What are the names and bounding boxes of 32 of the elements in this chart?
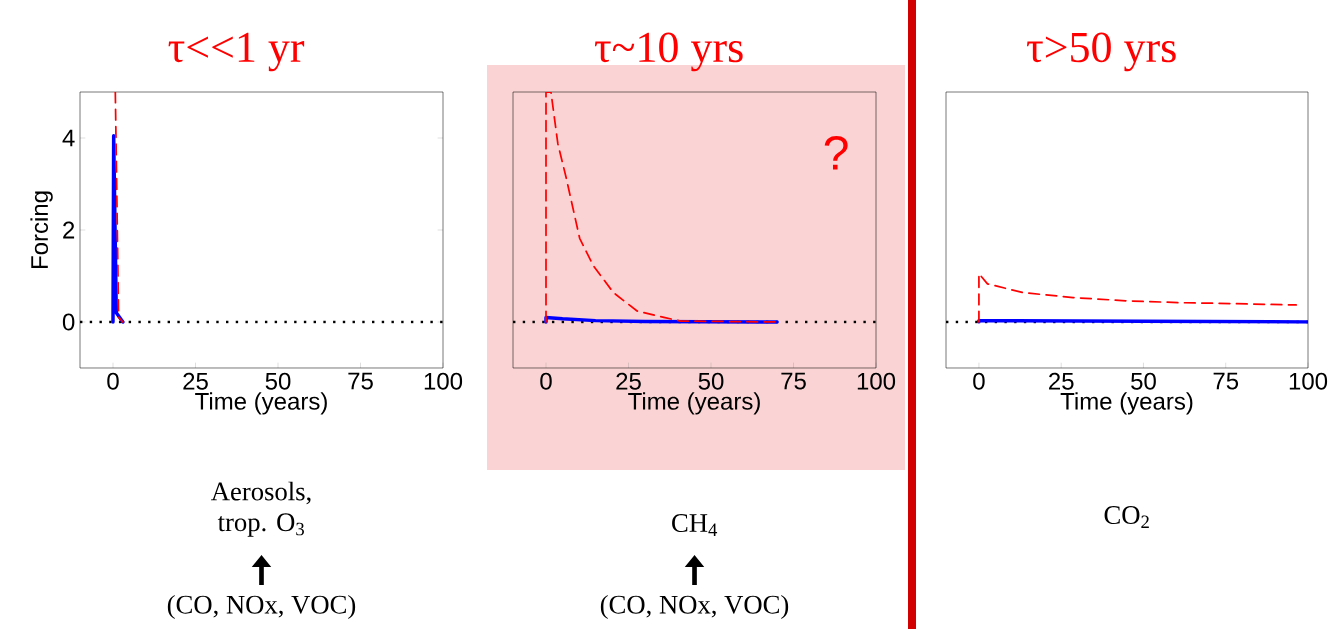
x-tick-label: 0 xyxy=(107,372,119,390)
x-tick-label: 25 xyxy=(183,372,208,390)
x-tick-label: 75 xyxy=(348,372,373,390)
chart-title: τ>50 yrs xyxy=(1026,32,1176,72)
y-tick-label: 2 xyxy=(63,221,75,239)
chart-title: τ<<1 yr xyxy=(168,32,305,72)
x-tick-label: 75 xyxy=(1213,372,1239,390)
chart-title: τ~10 yrs xyxy=(594,32,743,72)
x-tick-label: 0 xyxy=(973,372,985,390)
x-tick-label: 100 xyxy=(424,372,463,390)
x-tick-label: 100 xyxy=(857,372,896,390)
y-axis-title: Forcing xyxy=(30,191,53,269)
y-tick-label: 4 xyxy=(62,129,75,147)
x-tick-label: 25 xyxy=(616,372,641,390)
text: CH$_{4}$ xyxy=(672,514,718,536)
text: trop. O$_{3}$ xyxy=(217,513,304,537)
text: (CO, NOx, VOC) xyxy=(600,594,789,620)
text: Aerosols, xyxy=(211,481,311,505)
text: (CO, NOx, VOC) xyxy=(167,594,356,620)
x-tick-label: 50 xyxy=(265,372,291,390)
x-tick-label: 100 xyxy=(1289,372,1328,390)
x-tick-label: 50 xyxy=(1131,372,1156,390)
x-tick-label: 75 xyxy=(781,372,806,390)
x-axis-title: Time (years) xyxy=(1060,392,1193,415)
text: CO$_{2}$ xyxy=(1104,506,1149,528)
x-axis-title: Time (years) xyxy=(628,392,760,415)
x-tick-label: 50 xyxy=(698,372,724,390)
x-axis-title: Time (years) xyxy=(195,392,327,415)
y-tick-label: 0 xyxy=(62,313,75,331)
annotation: ? xyxy=(824,135,848,170)
x-tick-label: 25 xyxy=(1049,372,1074,390)
x-tick-label: 0 xyxy=(540,372,552,390)
